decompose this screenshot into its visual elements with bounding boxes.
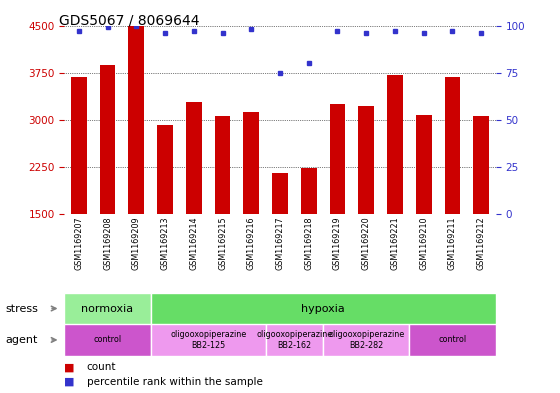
Bar — [323, 324, 409, 356]
Text: oligooxopiperazine
BB2-282: oligooxopiperazine BB2-282 — [328, 330, 404, 350]
Text: GSM1169207: GSM1169207 — [74, 217, 83, 270]
Bar — [128, 26, 144, 214]
Text: oligooxopiperazine
BB2-162: oligooxopiperazine BB2-162 — [256, 330, 333, 350]
Bar — [244, 112, 259, 214]
Text: control: control — [94, 336, 122, 344]
Bar — [272, 173, 288, 214]
Text: GSM1169212: GSM1169212 — [477, 217, 486, 270]
Text: count: count — [87, 362, 116, 373]
Text: GSM1169213: GSM1169213 — [161, 217, 170, 270]
Bar — [416, 115, 432, 214]
Text: GSM1169214: GSM1169214 — [189, 217, 198, 270]
Bar — [186, 102, 202, 214]
Text: GSM1169219: GSM1169219 — [333, 217, 342, 270]
Text: oligooxopiperazine
BB2-125: oligooxopiperazine BB2-125 — [170, 330, 246, 350]
Text: GSM1169208: GSM1169208 — [103, 217, 112, 270]
Bar — [473, 116, 489, 214]
Bar — [409, 324, 496, 356]
Text: GSM1169221: GSM1169221 — [390, 217, 399, 270]
Text: GSM1169216: GSM1169216 — [247, 217, 256, 270]
Text: stress: stress — [6, 303, 39, 314]
Bar — [387, 75, 403, 214]
Bar — [330, 103, 346, 214]
Text: GSM1169215: GSM1169215 — [218, 217, 227, 270]
Bar — [64, 293, 151, 324]
Bar — [301, 168, 316, 214]
Text: ■: ■ — [64, 362, 75, 373]
Bar — [157, 125, 173, 214]
Text: percentile rank within the sample: percentile rank within the sample — [87, 377, 263, 387]
Bar — [100, 64, 115, 214]
Text: GSM1169209: GSM1169209 — [132, 217, 141, 270]
Text: ■: ■ — [64, 377, 75, 387]
Text: GSM1169211: GSM1169211 — [448, 217, 457, 270]
Bar — [214, 116, 230, 214]
Bar — [265, 324, 323, 356]
Bar — [71, 77, 87, 214]
Bar — [151, 324, 265, 356]
Text: GSM1169218: GSM1169218 — [304, 217, 313, 270]
Text: GSM1169210: GSM1169210 — [419, 217, 428, 270]
Text: GSM1169217: GSM1169217 — [276, 217, 284, 270]
Bar — [358, 106, 374, 214]
Text: normoxia: normoxia — [81, 303, 134, 314]
Bar — [445, 77, 460, 214]
Text: hypoxia: hypoxia — [301, 303, 345, 314]
Text: GDS5067 / 8069644: GDS5067 / 8069644 — [59, 14, 199, 28]
Bar — [64, 324, 151, 356]
Text: GSM1169220: GSM1169220 — [362, 217, 371, 270]
Text: control: control — [438, 336, 466, 344]
Bar — [151, 293, 496, 324]
Text: agent: agent — [6, 335, 38, 345]
